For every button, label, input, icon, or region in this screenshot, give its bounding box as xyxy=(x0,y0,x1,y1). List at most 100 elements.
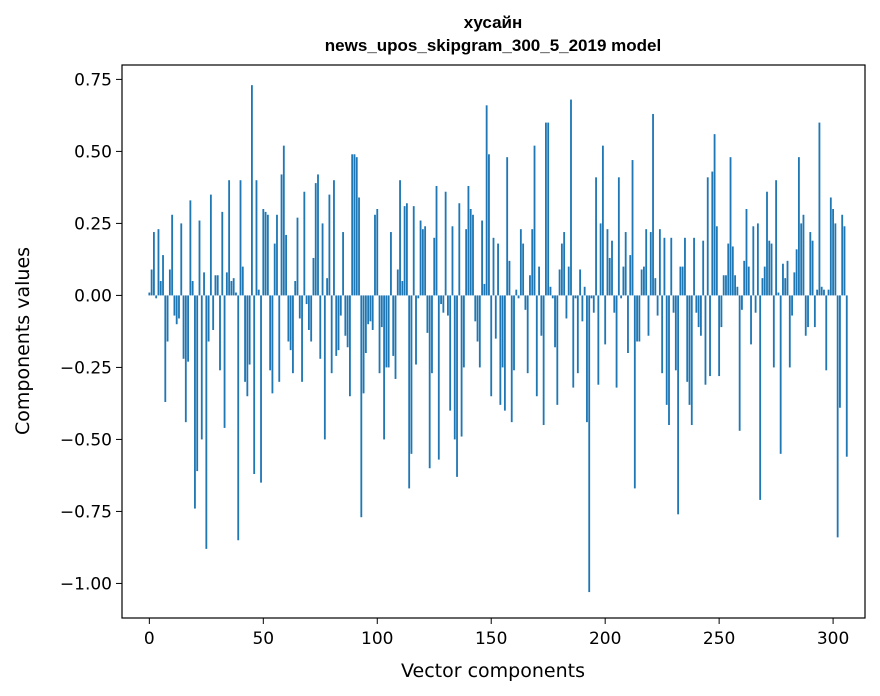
bar-30 xyxy=(216,275,219,296)
bar-136 xyxy=(458,203,461,296)
bar-159 xyxy=(510,295,513,423)
bar-213 xyxy=(633,295,636,489)
bar-140 xyxy=(467,185,470,296)
bar-290 xyxy=(809,232,812,296)
bar-264 xyxy=(750,295,752,345)
bar-163 xyxy=(519,229,522,296)
bar-232 xyxy=(677,295,680,515)
bar-88 xyxy=(349,295,351,397)
bar-235 xyxy=(684,237,686,296)
bar-10 xyxy=(171,214,174,296)
bar-127 xyxy=(437,295,440,460)
bar-149 xyxy=(488,154,490,296)
bar-22 xyxy=(198,220,201,296)
bar-265 xyxy=(752,226,755,296)
bar-254 xyxy=(727,243,730,296)
bar-24 xyxy=(203,272,205,296)
bar-106 xyxy=(390,232,392,296)
bar-40 xyxy=(239,180,242,296)
bar-142 xyxy=(472,214,474,296)
bar-161 xyxy=(515,289,518,296)
bar-77 xyxy=(323,295,326,440)
bar-276 xyxy=(777,292,780,296)
bar-85 xyxy=(342,232,344,296)
bar-59 xyxy=(282,145,285,296)
bar-182 xyxy=(563,232,566,296)
bar-80 xyxy=(330,295,333,374)
bar-306 xyxy=(845,295,848,457)
bar-54 xyxy=(271,295,274,394)
bar-187 xyxy=(574,295,577,299)
bar-0 xyxy=(148,292,151,296)
bar-19 xyxy=(191,281,194,296)
bar-49 xyxy=(260,295,262,483)
bar-129 xyxy=(442,295,445,313)
bar-200 xyxy=(604,295,607,345)
y-tick-label: 0.25 xyxy=(74,214,112,234)
bar-111 xyxy=(401,281,404,296)
chart-title: хусайн xyxy=(464,13,523,32)
bar-2 xyxy=(153,232,155,296)
bar-293 xyxy=(816,289,819,296)
bar-266 xyxy=(754,295,757,313)
bar-295 xyxy=(820,286,823,296)
bar-69 xyxy=(305,295,308,305)
bar-223 xyxy=(656,295,659,316)
bar-162 xyxy=(517,295,520,299)
bar-305 xyxy=(843,226,846,296)
bar-51 xyxy=(264,211,267,296)
bar-33 xyxy=(223,295,226,428)
bar-27 xyxy=(209,194,212,296)
bar-192 xyxy=(586,295,588,423)
bar-249 xyxy=(715,226,718,296)
bar-36 xyxy=(230,281,233,296)
bar-274 xyxy=(772,295,775,368)
bar-151 xyxy=(492,237,495,296)
bar-263 xyxy=(747,266,750,296)
bar-114 xyxy=(408,295,411,489)
bar-9 xyxy=(168,269,171,296)
bar-21 xyxy=(196,295,199,472)
bar-241 xyxy=(697,295,700,328)
bar-158 xyxy=(508,260,511,296)
bar-284 xyxy=(795,249,798,296)
bar-205 xyxy=(615,295,618,388)
bar-233 xyxy=(679,266,682,296)
y-axis-label: Components values xyxy=(12,247,34,435)
bar-228 xyxy=(668,295,670,426)
bar-234 xyxy=(681,266,684,296)
x-tick-label: 0 xyxy=(144,629,155,649)
bar-168 xyxy=(531,229,534,296)
bar-179 xyxy=(556,295,559,405)
bar-177 xyxy=(551,295,554,299)
bar-250 xyxy=(718,295,721,377)
bar-133 xyxy=(451,226,454,296)
bar-215 xyxy=(638,295,641,342)
bar-125 xyxy=(433,237,436,296)
bar-207 xyxy=(620,295,623,299)
bar-83 xyxy=(337,295,340,351)
bar-74 xyxy=(317,174,319,296)
bar-152 xyxy=(494,295,497,339)
bar-259 xyxy=(738,295,741,431)
bar-227 xyxy=(665,295,668,405)
bar-155 xyxy=(501,295,504,368)
bar-42 xyxy=(244,295,246,382)
bar-245 xyxy=(706,177,709,296)
bar-86 xyxy=(344,295,347,336)
bar-251 xyxy=(720,295,723,328)
bar-7 xyxy=(164,295,167,402)
bar-165 xyxy=(524,295,527,310)
bar-26 xyxy=(207,295,210,342)
bar-71 xyxy=(310,295,313,342)
bar-112 xyxy=(403,206,406,296)
bar-78 xyxy=(326,278,329,296)
bar-73 xyxy=(314,183,317,296)
bar-66 xyxy=(298,295,301,319)
bar-175 xyxy=(547,122,550,296)
bar-180 xyxy=(558,269,561,296)
bar-53 xyxy=(269,295,272,371)
bar-97 xyxy=(369,295,372,322)
bar-126 xyxy=(435,185,438,296)
bar-60 xyxy=(285,234,288,296)
